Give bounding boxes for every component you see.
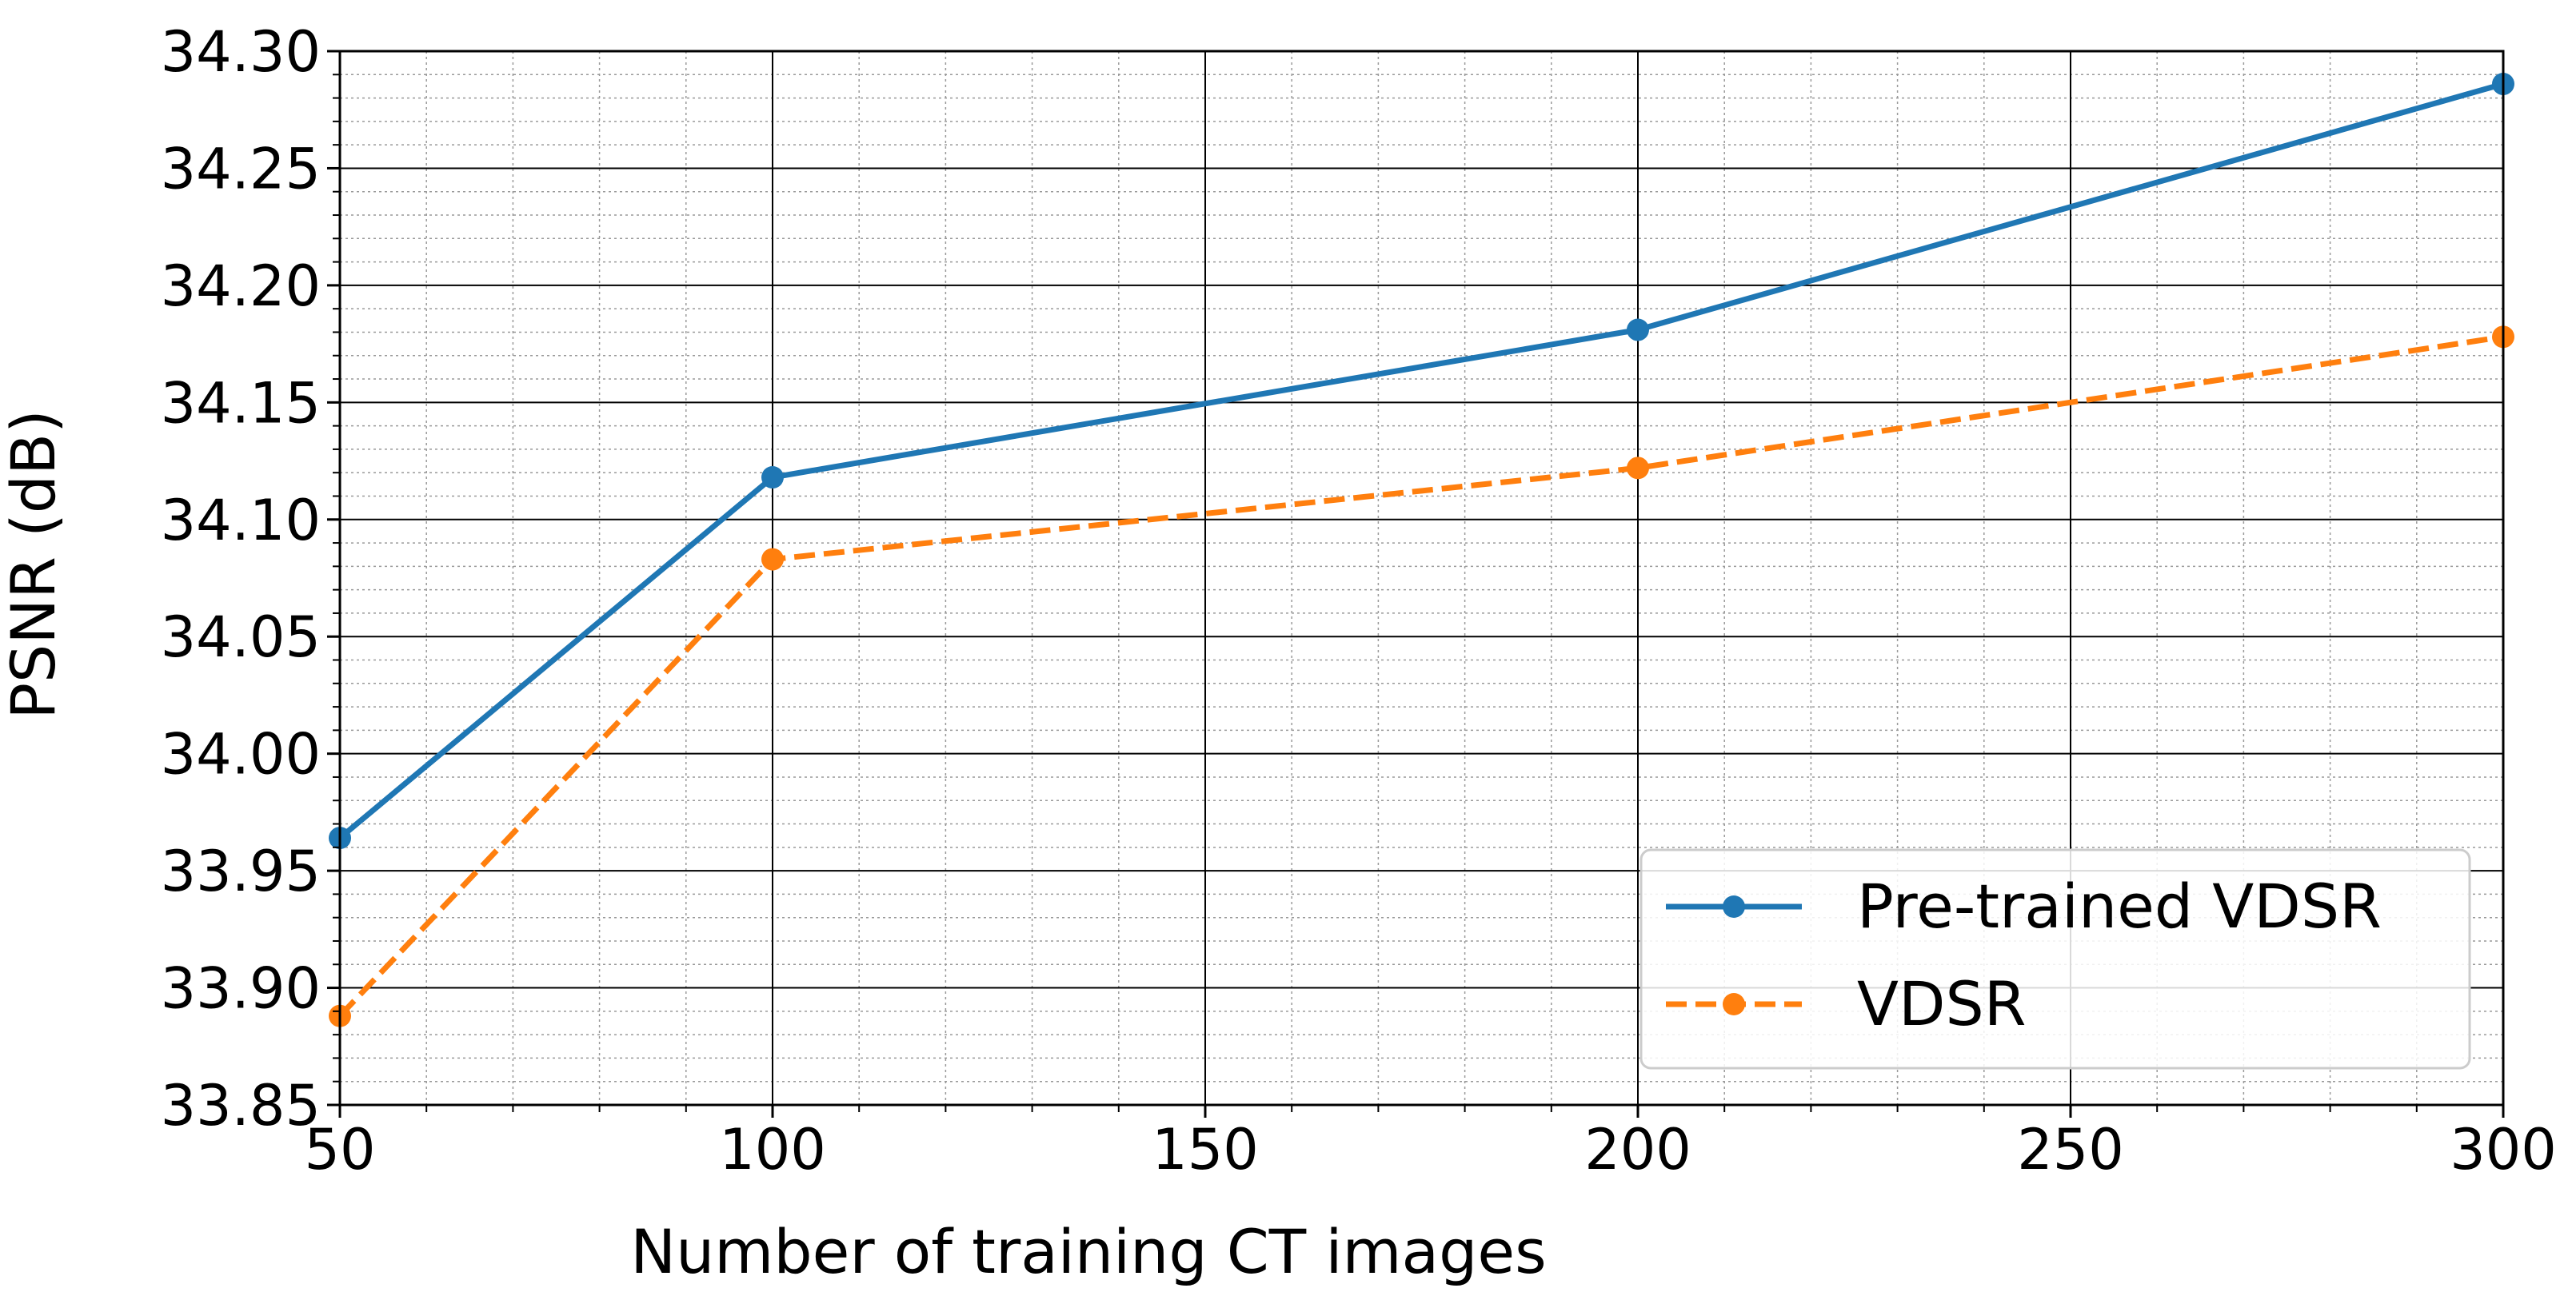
legend-entry-pre-trained-vdsr: Pre-trained VDSR: [1666, 871, 2382, 942]
x-tick-label: 100: [719, 1117, 826, 1182]
legend-entry-vdsr: VDSR: [1666, 968, 2027, 1039]
y-tick-label: 33.85: [161, 1073, 321, 1139]
legend-box: [1639, 848, 2471, 1070]
legend-label-pre-trained-vdsr: Pre-trained VDSR: [1857, 871, 2382, 942]
series-line-vdsr: [337, 333, 2504, 1019]
x-axis-label: Number of training CT images: [630, 1216, 1546, 1287]
legend: Pre-trained VDSR VDSR: [1639, 848, 2471, 1070]
legend-marker-vdsr: [1723, 993, 1745, 1015]
x-tick-label: 50: [304, 1117, 375, 1182]
y-tick-label: 34.25: [161, 136, 321, 201]
y-tick-label: 34.05: [161, 604, 321, 670]
data-point-pre-trained-vdsr: [761, 466, 784, 489]
x-tick-label: 150: [1152, 1117, 1259, 1182]
x-tick-label: 250: [2017, 1117, 2124, 1182]
series-layer: [329, 73, 2514, 1027]
legend-label-vdsr: VDSR: [1857, 968, 2027, 1039]
legend-marker-pre-trained-vdsr: [1723, 895, 1745, 918]
x-tick-labels: 50 100 150 200 250 300: [304, 1117, 2556, 1182]
y-tick-label: 34.30: [161, 19, 321, 85]
y-tick-labels: 33.85 33.90 33.95 34.00 34.05 34.10 34.15 34.20…: [161, 19, 321, 1139]
axis-ticks: [327, 50, 2505, 1118]
data-point-vdsr: [761, 548, 784, 571]
y-tick-label: 34.00: [161, 722, 321, 788]
series-pre-trained-vdsr: [329, 73, 2514, 850]
minor-grid: [340, 51, 2503, 1105]
y-tick-label: 34.15: [161, 370, 321, 436]
y-tick-label: 33.90: [161, 956, 321, 1022]
y-axis-label: PSNR (dB): [0, 409, 69, 720]
data-point-vdsr: [1627, 457, 1649, 480]
y-tick-label: 33.95: [161, 839, 321, 904]
plot-frame: [338, 50, 2505, 1107]
x-tick-label: 200: [1584, 1117, 1691, 1182]
x-tick-label: 300: [2450, 1117, 2557, 1182]
series-line-pre-trained-vdsr: [337, 81, 2504, 840]
data-point-pre-trained-vdsr: [1627, 318, 1649, 341]
y-tick-label: 34.20: [161, 253, 321, 319]
legend-entries: Pre-trained VDSR VDSR: [1666, 871, 2382, 1039]
y-tick-label: 34.10: [161, 488, 321, 553]
